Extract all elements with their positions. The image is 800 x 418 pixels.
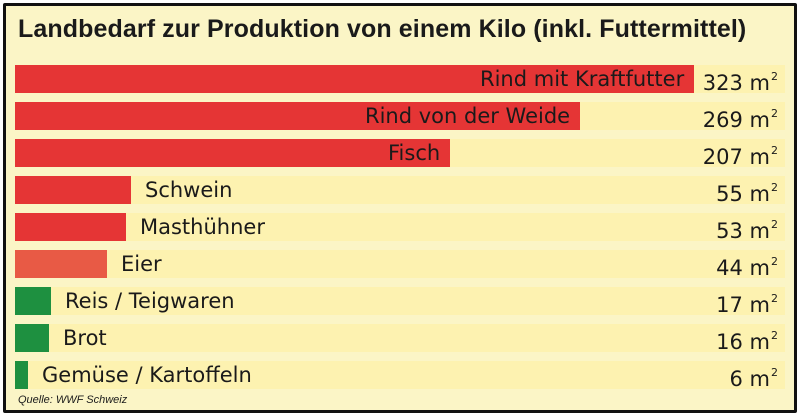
- source-note: Quelle: WWF Schweiz: [18, 394, 128, 406]
- bar: [15, 287, 51, 315]
- value-label: 16 m2: [716, 329, 778, 354]
- bar: [15, 176, 131, 204]
- bar: [15, 324, 49, 352]
- bar: [15, 102, 580, 130]
- bar: [15, 250, 107, 278]
- value-label: 269 m2: [702, 107, 778, 132]
- row-background: [15, 213, 785, 241]
- category-label: Rind mit Kraftfutter: [480, 67, 685, 91]
- row-background: [15, 361, 785, 389]
- category-label: Gemüse / Kartoffeln: [42, 363, 252, 387]
- category-label: Eier: [121, 252, 162, 276]
- chart-frame: Landbedarf zur Produktion von einem Kilo…: [3, 3, 797, 413]
- value-label: 53 m2: [716, 218, 778, 243]
- category-label: Fisch: [388, 141, 441, 165]
- row-background: [15, 176, 785, 204]
- row-background: [15, 324, 785, 352]
- value-label: 55 m2: [716, 181, 778, 206]
- row-background: [15, 287, 785, 315]
- category-label: Brot: [63, 326, 107, 350]
- row-background: [15, 250, 785, 278]
- value-label: 44 m2: [716, 255, 778, 280]
- value-label: 17 m2: [716, 292, 778, 317]
- bar: [15, 65, 694, 93]
- value-label: 323 m2: [702, 70, 778, 95]
- chart-title: Landbedarf zur Produktion von einem Kilo…: [18, 15, 747, 43]
- category-label: Schwein: [145, 178, 233, 202]
- bar: [15, 139, 450, 167]
- bar: [15, 213, 126, 241]
- value-label: 6 m2: [729, 366, 779, 391]
- category-label: Reis / Teigwaren: [65, 289, 235, 313]
- category-label: Masthühner: [140, 215, 265, 239]
- bar-chart: Rind mit Kraftfutter 323 m2 Rind von der W…: [6, 6, 794, 410]
- bar: [15, 361, 28, 389]
- category-label: Rind von der Weide: [365, 104, 571, 128]
- value-label: 207 m2: [702, 144, 778, 169]
